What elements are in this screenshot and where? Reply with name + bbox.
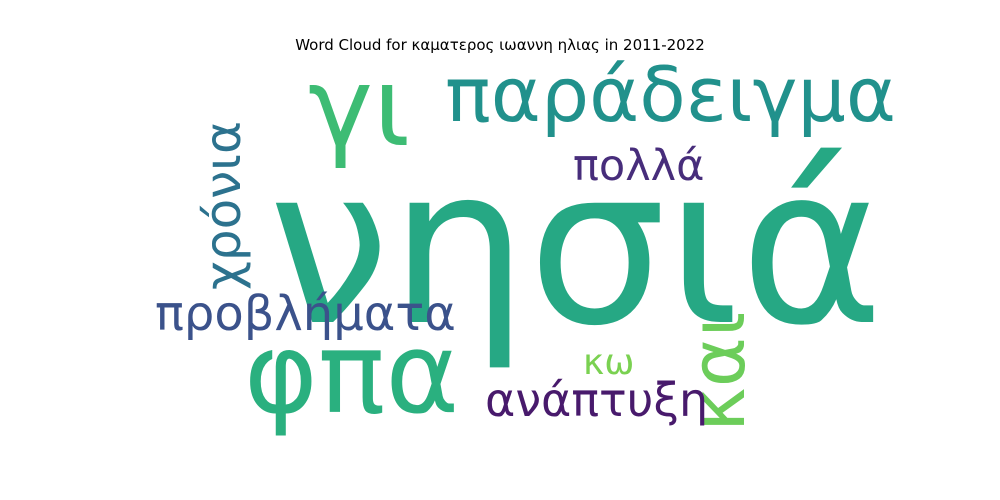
chart-title: Word Cloud for καματερος ιωαννη ηλιας in…: [295, 36, 705, 54]
word-4: παράδειγμα: [445, 50, 896, 139]
word-2: φπα: [244, 309, 459, 439]
word-1: νησιά: [268, 121, 884, 374]
word-8: ανάπτυξη: [485, 373, 708, 427]
word-5: και: [673, 311, 762, 432]
word-7: προβλήματα: [155, 286, 456, 342]
word-6: χρόνια: [194, 121, 252, 290]
word-10: κω: [583, 342, 634, 383]
word-9: πολλά: [573, 141, 704, 191]
word-3: γι: [308, 43, 410, 171]
